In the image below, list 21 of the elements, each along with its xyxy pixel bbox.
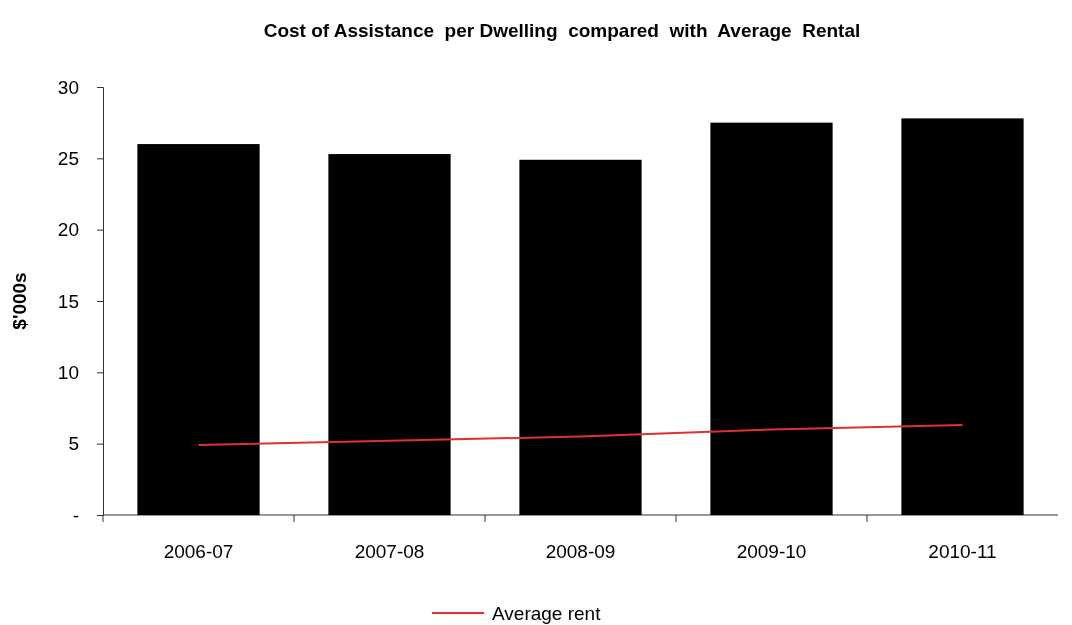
x-tick-label: 2008-09 — [545, 541, 616, 562]
y-axis-title: $'000s — [9, 272, 30, 330]
y-tick-label: 30 — [57, 76, 79, 98]
x-tick-label: 2007-08 — [354, 541, 425, 562]
x-tick-label: 2006-07 — [163, 541, 234, 562]
line-series — [197, 424, 964, 447]
bar — [901, 118, 1024, 515]
legend-label: Average rent — [492, 603, 602, 624]
y-tick-label: 10 — [57, 361, 79, 383]
chart-title: Cost of Assistance per Dwelling compared with Average Rental — [263, 20, 861, 41]
y-tick-label: 15 — [57, 290, 79, 312]
bar — [328, 154, 451, 515]
y-tick-label: - — [72, 504, 79, 526]
bar — [519, 159, 642, 515]
bar — [137, 144, 260, 515]
bar — [710, 122, 833, 515]
x-tick-label: 2010-11 — [928, 541, 997, 562]
x-tick-label: 2009-10 — [736, 541, 807, 562]
y-tick-label: 20 — [57, 219, 79, 241]
y-tick-label: 5 — [68, 433, 79, 455]
y-tick-label: 25 — [57, 147, 79, 169]
